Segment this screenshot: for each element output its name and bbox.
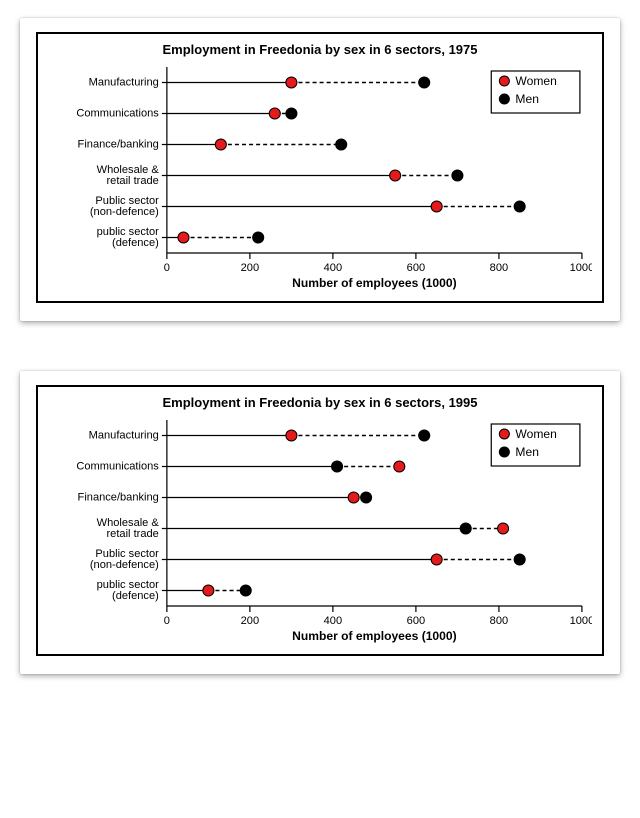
x-tick-label: 200 xyxy=(241,615,259,627)
marker-men xyxy=(286,108,297,119)
category-label: retail trade xyxy=(106,175,158,187)
category-label: retail trade xyxy=(106,528,158,540)
chart-svg-1975: 0 200 400 600 800 1000 Number of employees (10… xyxy=(48,63,592,291)
marker-women xyxy=(498,523,509,534)
x-axis-label: Number of employees (1000) xyxy=(292,629,456,643)
x-tick-label: 600 xyxy=(407,262,425,274)
category-label: Finance/banking xyxy=(78,492,159,504)
legend-label: Women xyxy=(515,427,556,441)
x-tick-label: 800 xyxy=(490,615,508,627)
x-tick-label: 800 xyxy=(490,262,508,274)
marker-men xyxy=(253,232,264,243)
chart-title: Employment in Freedonia by sex in 6 sect… xyxy=(48,42,592,57)
x-tick-label: 200 xyxy=(241,262,259,274)
marker-men xyxy=(514,554,525,565)
x-tick-label: 600 xyxy=(407,615,425,627)
marker-men xyxy=(419,430,430,441)
x-tick-label: 400 xyxy=(324,262,342,274)
category-label: Manufacturing xyxy=(89,77,159,89)
marker-men xyxy=(332,461,343,472)
marker-women xyxy=(394,461,405,472)
marker-women xyxy=(286,77,297,88)
legend-marker xyxy=(499,76,509,86)
marker-women xyxy=(431,554,442,565)
marker-men xyxy=(336,139,347,150)
marker-men xyxy=(452,170,463,181)
chart-plot-1975: 0 200 400 600 800 1000 Number of employees (10… xyxy=(48,63,592,291)
marker-men xyxy=(419,77,430,88)
x-tick-label: 0 xyxy=(164,262,170,274)
page-root: Employment in Freedonia by sex in 6 sect… xyxy=(0,0,640,818)
legend-label: Men xyxy=(515,445,538,459)
category-label: (non-defence) xyxy=(90,559,159,571)
category-label: Communications xyxy=(76,108,159,120)
marker-men xyxy=(361,492,372,503)
marker-women xyxy=(390,170,401,181)
category-label: Finance/banking xyxy=(78,139,159,151)
marker-men xyxy=(460,523,471,534)
x-tick-label: 1000 xyxy=(570,615,592,627)
x-tick-label: 1000 xyxy=(570,262,592,274)
category-label: (defence) xyxy=(112,590,159,602)
chart-card-1975: Employment in Freedonia by sex in 6 sect… xyxy=(20,18,620,321)
marker-men xyxy=(240,585,251,596)
marker-women xyxy=(269,108,280,119)
legend-marker xyxy=(499,94,509,104)
chart-svg-1995: 0 200 400 600 800 1000 Number of employees (10… xyxy=(48,416,592,644)
marker-women xyxy=(286,430,297,441)
legend-label: Women xyxy=(515,74,556,88)
marker-women xyxy=(431,201,442,212)
x-tick-label: 0 xyxy=(164,615,170,627)
category-label: Manufacturing xyxy=(89,430,159,442)
marker-women xyxy=(178,232,189,243)
legend-marker xyxy=(499,429,509,439)
legend-label: Men xyxy=(515,92,538,106)
chart-plot-1995: 0 200 400 600 800 1000 Number of employees (10… xyxy=(48,416,592,644)
x-tick-label: 400 xyxy=(324,615,342,627)
chart-card-1995: Employment in Freedonia by sex in 6 sect… xyxy=(20,371,620,674)
marker-women xyxy=(203,585,214,596)
category-label: Communications xyxy=(76,461,159,473)
marker-women xyxy=(215,139,226,150)
marker-women xyxy=(348,492,359,503)
chart-title: Employment in Freedonia by sex in 6 sect… xyxy=(48,395,592,410)
chart-panel-1995: Employment in Freedonia by sex in 6 sect… xyxy=(36,385,604,656)
category-label: (defence) xyxy=(112,237,159,249)
category-label: (non-defence) xyxy=(90,206,159,218)
chart-panel-1975: Employment in Freedonia by sex in 6 sect… xyxy=(36,32,604,303)
marker-men xyxy=(514,201,525,212)
x-axis-label: Number of employees (1000) xyxy=(292,276,456,290)
legend-marker xyxy=(499,447,509,457)
